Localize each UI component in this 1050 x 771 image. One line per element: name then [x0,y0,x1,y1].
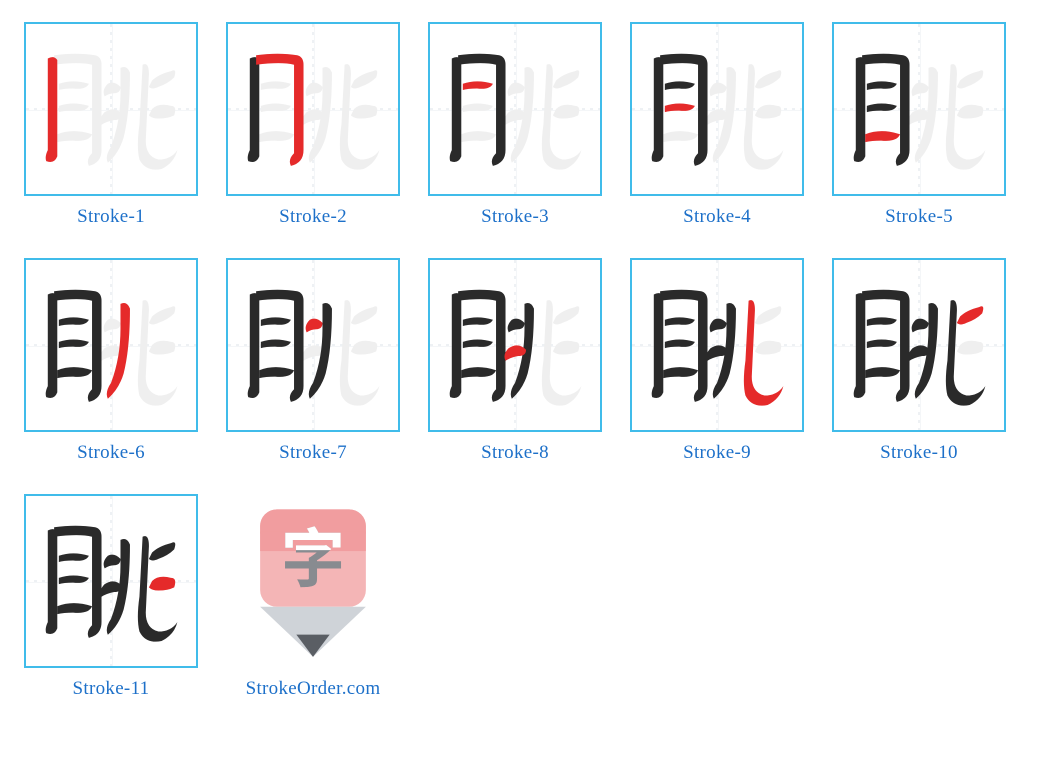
site-label: StrokeOrder.com [246,678,381,700]
glyph-step-9 [638,266,796,424]
stroke-tile [226,258,400,432]
stroke-tile [24,258,198,432]
stroke-tile [428,22,602,196]
stroke-tile [226,22,400,196]
stroke-tile [24,494,198,668]
stroke-label: Stroke-9 [683,442,751,464]
stroke-tile [832,258,1006,432]
stroke-tile [630,22,804,196]
glyph-step-3 [436,30,594,188]
stroke-cell: Stroke-7 [226,258,400,464]
site-logo-cell: 字 字 StrokeOrder.com [226,494,400,700]
glyph-step-8 [436,266,594,424]
stroke-cell: Stroke-5 [832,22,1006,228]
stroke-tile [832,22,1006,196]
stroke-cell: Stroke-1 [24,22,198,228]
glyph-step-2 [234,30,392,188]
stroke-label: Stroke-5 [885,206,953,228]
stroke-cell: Stroke-10 [832,258,1006,464]
stroke-cell: Stroke-8 [428,258,602,464]
glyph-step-4 [638,30,796,188]
stroke-tile [428,258,602,432]
stroke-label: Stroke-7 [279,442,347,464]
stroke-cell: Stroke-4 [630,22,804,228]
stroke-label: Stroke-1 [77,206,145,228]
stroke-cell: Stroke-3 [428,22,602,228]
stroke-label: Stroke-2 [279,206,347,228]
stroke-label: Stroke-4 [683,206,751,228]
glyph-step-1 [32,30,190,188]
stroke-tile [24,22,198,196]
stroke-cell: Stroke-6 [24,258,198,464]
stroke-cell: Stroke-11 [24,494,198,700]
stroke-cell: Stroke-2 [226,22,400,228]
glyph-step-5 [840,30,998,188]
stroke-grid: Stroke-1 Stroke-2 Stroke-3 Stroke-4 Stro… [24,22,1026,700]
stroke-label: Stroke-11 [73,678,150,700]
stroke-label: Stroke-6 [77,442,145,464]
glyph-step-10 [840,266,998,424]
glyph-step-6 [32,266,190,424]
stroke-label: Stroke-10 [880,442,958,464]
glyph-step-11 [32,502,190,660]
glyph-step-7 [234,266,392,424]
stroke-cell: Stroke-9 [630,258,804,464]
stroke-tile [630,258,804,432]
site-logo: 字 字 [226,494,400,668]
stroke-label: Stroke-8 [481,442,549,464]
stroke-label: Stroke-3 [481,206,549,228]
